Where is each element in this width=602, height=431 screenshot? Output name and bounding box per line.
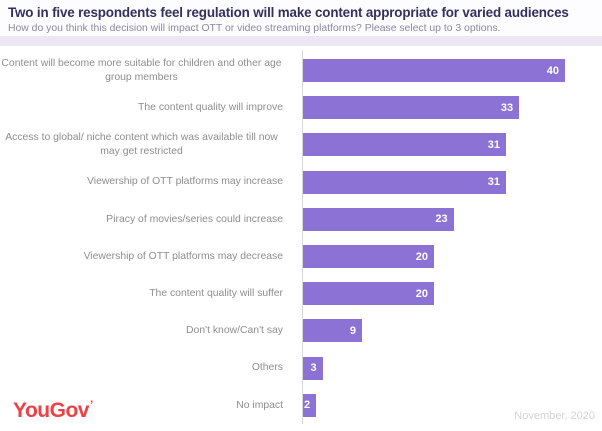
chart-row: Access to global/ niche content which wa… [0, 126, 602, 163]
bar-area: 40 [292, 59, 602, 83]
bar: 31 [303, 170, 507, 194]
bar: 2 [303, 393, 317, 417]
bar-chart: Content will become more suitable for ch… [0, 52, 602, 424]
category-label-text: Piracy of movies/series could increase [106, 213, 283, 225]
bar-value-label: 9 [349, 324, 356, 337]
bar-area: 33 [292, 96, 602, 120]
category-label: No impact [0, 399, 292, 413]
chart-row: Viewership of OTT platforms may increase… [0, 164, 602, 201]
category-label: Viewership of OTT platforms may decrease [0, 250, 292, 264]
bar-area: 2 [292, 393, 602, 417]
bar-value-label: 31 [487, 176, 501, 189]
bar-value-label: 40 [546, 64, 559, 77]
chart-title: Two in five respondents feel regulation … [8, 5, 569, 20]
chart-row: Viewership of OTT platforms may decrease… [0, 238, 602, 275]
bar-area: 20 [292, 245, 602, 269]
category-label: Viewership of OTT platforms may increase [0, 175, 292, 189]
category-label: Piracy of movies/series could increase [0, 213, 292, 227]
bar: 33 [303, 96, 520, 120]
bar: 3 [303, 356, 323, 380]
bar-value-label: 3 [310, 362, 317, 375]
category-label: The content quality will improve [0, 101, 292, 115]
category-label-text: Viewership of OTT platforms may increase [87, 176, 283, 188]
bar: 20 [303, 245, 434, 269]
bar: 20 [303, 282, 434, 306]
chart-row: Piracy of movies/series could increase 23 [0, 201, 602, 238]
category-label: Access to global/ niche content which wa… [0, 131, 292, 158]
chart-row: The content quality will improve 33 [0, 89, 602, 126]
bar-area: 31 [292, 133, 602, 157]
bar-value-label: 20 [415, 250, 428, 263]
chart-row: Others 3 [0, 350, 602, 387]
header-divider-band [0, 36, 602, 46]
yougov-logo-text: YouGov [13, 399, 89, 422]
category-label-text: Content will become more suitable for ch… [1, 58, 282, 83]
chart-row: Content will become more suitable for ch… [0, 52, 602, 89]
chart-row: Don't know/Can't say 9 [0, 312, 602, 349]
category-label-text: Viewership of OTT platforms may decrease [83, 250, 283, 262]
bar-value-label: 2 [303, 399, 311, 412]
bar-area: 3 [292, 356, 602, 380]
category-axis-line [302, 50, 303, 424]
bar-value-label: 31 [487, 138, 501, 151]
bar-area: 9 [292, 319, 602, 343]
chart-header: Two in five respondents feel regulation … [0, 0, 602, 36]
bar: 31 [303, 133, 507, 157]
bar-area: 23 [292, 207, 602, 231]
yougov-logo-tick: ’ [89, 398, 93, 412]
bar: 40 [303, 59, 565, 83]
category-label-text: Don't know/Can't say [186, 325, 283, 337]
category-label-text: The content quality will suffer [149, 287, 283, 299]
yougov-logo: YouGov’ [13, 398, 93, 423]
bar: 9 [303, 319, 362, 343]
category-label: Content will become more suitable for ch… [0, 57, 292, 84]
category-label: Don't know/Can't say [0, 324, 292, 338]
bar: 23 [303, 207, 454, 231]
category-label-text: Access to global/ niche content which wa… [5, 132, 278, 157]
chart-subtitle: How do you think this decision will impa… [8, 23, 501, 34]
category-label-text: No impact [236, 399, 283, 411]
bar-value-label: 23 [435, 213, 448, 226]
category-label-text: Others [251, 362, 283, 374]
bar-area: 31 [292, 170, 602, 194]
bar-value-label: 33 [500, 101, 514, 114]
chart-row: No impact 2 [0, 387, 602, 424]
category-label-text: The content quality will improve [138, 102, 283, 114]
bar-area: 20 [292, 282, 602, 306]
bar-value-label: 20 [415, 287, 428, 300]
category-label: Others [0, 361, 292, 375]
date-label: November, 2020 [514, 410, 595, 422]
chart-row: The content quality will suffer 20 [0, 275, 602, 312]
category-label: The content quality will suffer [0, 287, 292, 301]
